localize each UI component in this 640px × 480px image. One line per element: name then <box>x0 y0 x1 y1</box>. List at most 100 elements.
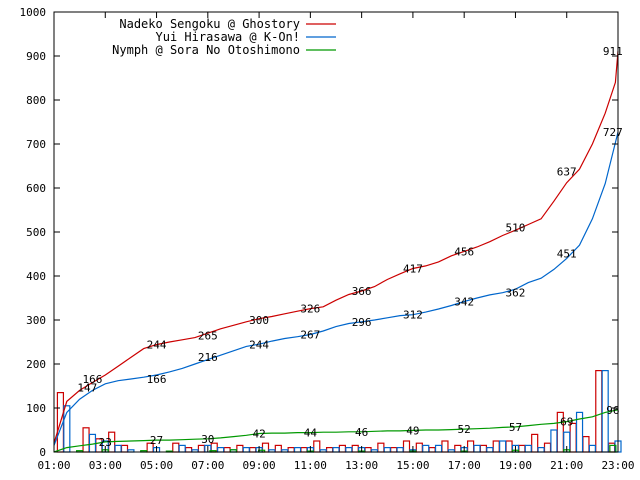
x-tick-label: 13:00 <box>345 459 378 472</box>
x-tick-label: 01:00 <box>37 459 70 472</box>
series-0-bar <box>531 433 539 453</box>
series-0-data-label: 326 <box>300 303 320 316</box>
series-0-bar <box>492 440 500 453</box>
series-1-bar <box>345 447 353 453</box>
series-2-data-label: 96 <box>606 404 619 417</box>
series-1-bar <box>178 444 186 453</box>
series-1-bar <box>473 444 481 453</box>
y-tick-label: 200 <box>26 358 46 371</box>
series-1-bar <box>550 429 558 453</box>
series-0-bar <box>466 440 475 453</box>
data-labels-layer: 1662442653003263664174565106379111471662… <box>77 45 622 449</box>
y-tick-label: 0 <box>39 446 46 459</box>
series-1-data-label: 216 <box>198 351 218 364</box>
series-2-data-label: 30 <box>201 433 214 446</box>
plot-frame <box>53 11 619 453</box>
y-tick-label: 400 <box>26 270 46 283</box>
series-0-bar <box>402 440 411 453</box>
x-tick-label: 19:00 <box>499 459 532 472</box>
series-1-bar <box>486 447 494 453</box>
series-1-bar <box>537 447 545 453</box>
series-1-data-label: 147 <box>77 381 97 394</box>
series-0-bar <box>82 427 90 453</box>
series-1-bar <box>524 444 532 453</box>
series-0-data-label: 417 <box>403 263 423 276</box>
y-tick-label: 100 <box>26 402 46 415</box>
series-0-data-label: 265 <box>198 329 218 342</box>
series-0-bar <box>479 444 488 453</box>
series-2-data-label: 52 <box>458 423 471 436</box>
x-tick-label: 17:00 <box>448 459 481 472</box>
series-0-bar <box>543 442 552 453</box>
bars-layer <box>56 370 622 453</box>
series-0-bar <box>172 442 180 453</box>
series-0-bar <box>223 447 231 453</box>
series-0-bar <box>390 447 398 453</box>
series-0-data-label: 300 <box>249 314 269 327</box>
series-0-bar <box>364 447 372 453</box>
series-0-bar <box>454 444 462 453</box>
series-0-bar <box>313 440 321 453</box>
series-2-line <box>53 409 619 453</box>
series-0-bar <box>274 444 282 453</box>
x-tick-label: 09:00 <box>243 459 276 472</box>
legend-label-0: Nadeko Sengoku @ Ghostory <box>119 17 300 31</box>
series-1-bar <box>217 447 225 453</box>
x-tick-label: 21:00 <box>550 459 583 472</box>
series-0-bar <box>377 442 385 453</box>
series-1-bar <box>422 444 430 453</box>
series-2-data-label: 69 <box>560 416 573 429</box>
series-0-bar <box>236 444 244 453</box>
series-1-data-label: 166 <box>147 373 167 386</box>
x-tick-label: 23:00 <box>601 459 634 472</box>
series-1-data-label: 296 <box>352 316 372 329</box>
series-1-bar <box>396 447 404 453</box>
series-1-bar <box>499 440 507 453</box>
series-1-data-label: 267 <box>300 329 320 342</box>
series-1-data-label: 727 <box>603 126 623 139</box>
y-tick-label: 500 <box>26 226 46 239</box>
series-0-bar <box>505 440 513 453</box>
y-tick-label: 300 <box>26 314 46 327</box>
series-0-bar <box>351 444 359 453</box>
x-tick-label: 07:00 <box>191 459 224 472</box>
series-0-bar <box>595 370 603 453</box>
legend-label-2: Nymph @ Sora No Otoshimono <box>112 43 300 57</box>
series-0-line <box>53 51 619 444</box>
series-0-bar <box>197 444 206 453</box>
x-tick-label: 05:00 <box>140 459 173 472</box>
series-1-data-label: 312 <box>403 309 423 322</box>
series-0-bar <box>325 447 334 453</box>
series-0-bar <box>415 442 423 453</box>
series-0-bar <box>184 447 193 453</box>
series-0-bar <box>518 444 526 453</box>
series-1-data-label: 342 <box>454 296 474 309</box>
y-tick-label: 700 <box>26 138 46 151</box>
series-2-data-label: 23 <box>99 436 112 449</box>
series-0-bar <box>300 447 308 453</box>
series-2-data-label: 57 <box>509 421 522 434</box>
series-1-bar <box>332 447 340 453</box>
x-tick-label: 03:00 <box>89 459 122 472</box>
series-0-data-label: 510 <box>506 222 526 235</box>
series-1-line <box>53 131 619 446</box>
lines-layer <box>53 51 619 453</box>
series-1-data-label: 362 <box>506 287 526 300</box>
series-2-data-label: 44 <box>304 427 318 440</box>
series-0-data-label: 166 <box>83 373 103 386</box>
series-0-bar <box>287 447 295 453</box>
y-tick-label: 600 <box>26 182 46 195</box>
y-tick-label: 800 <box>26 94 46 107</box>
series-2-data-label: 46 <box>355 426 368 439</box>
series-2-data-label: 49 <box>406 424 419 437</box>
series-1-bar <box>293 447 302 453</box>
series-0-bar <box>582 436 590 453</box>
series-0-bar <box>249 447 257 453</box>
series-2-data-label: 27 <box>150 434 163 447</box>
legend-label-1: Yui Hirasawa @ K-On! <box>156 30 301 44</box>
series-1-data-label: 244 <box>249 339 269 352</box>
x-tick-label: 15:00 <box>396 459 429 472</box>
series-1-data-label: 451 <box>557 248 577 261</box>
